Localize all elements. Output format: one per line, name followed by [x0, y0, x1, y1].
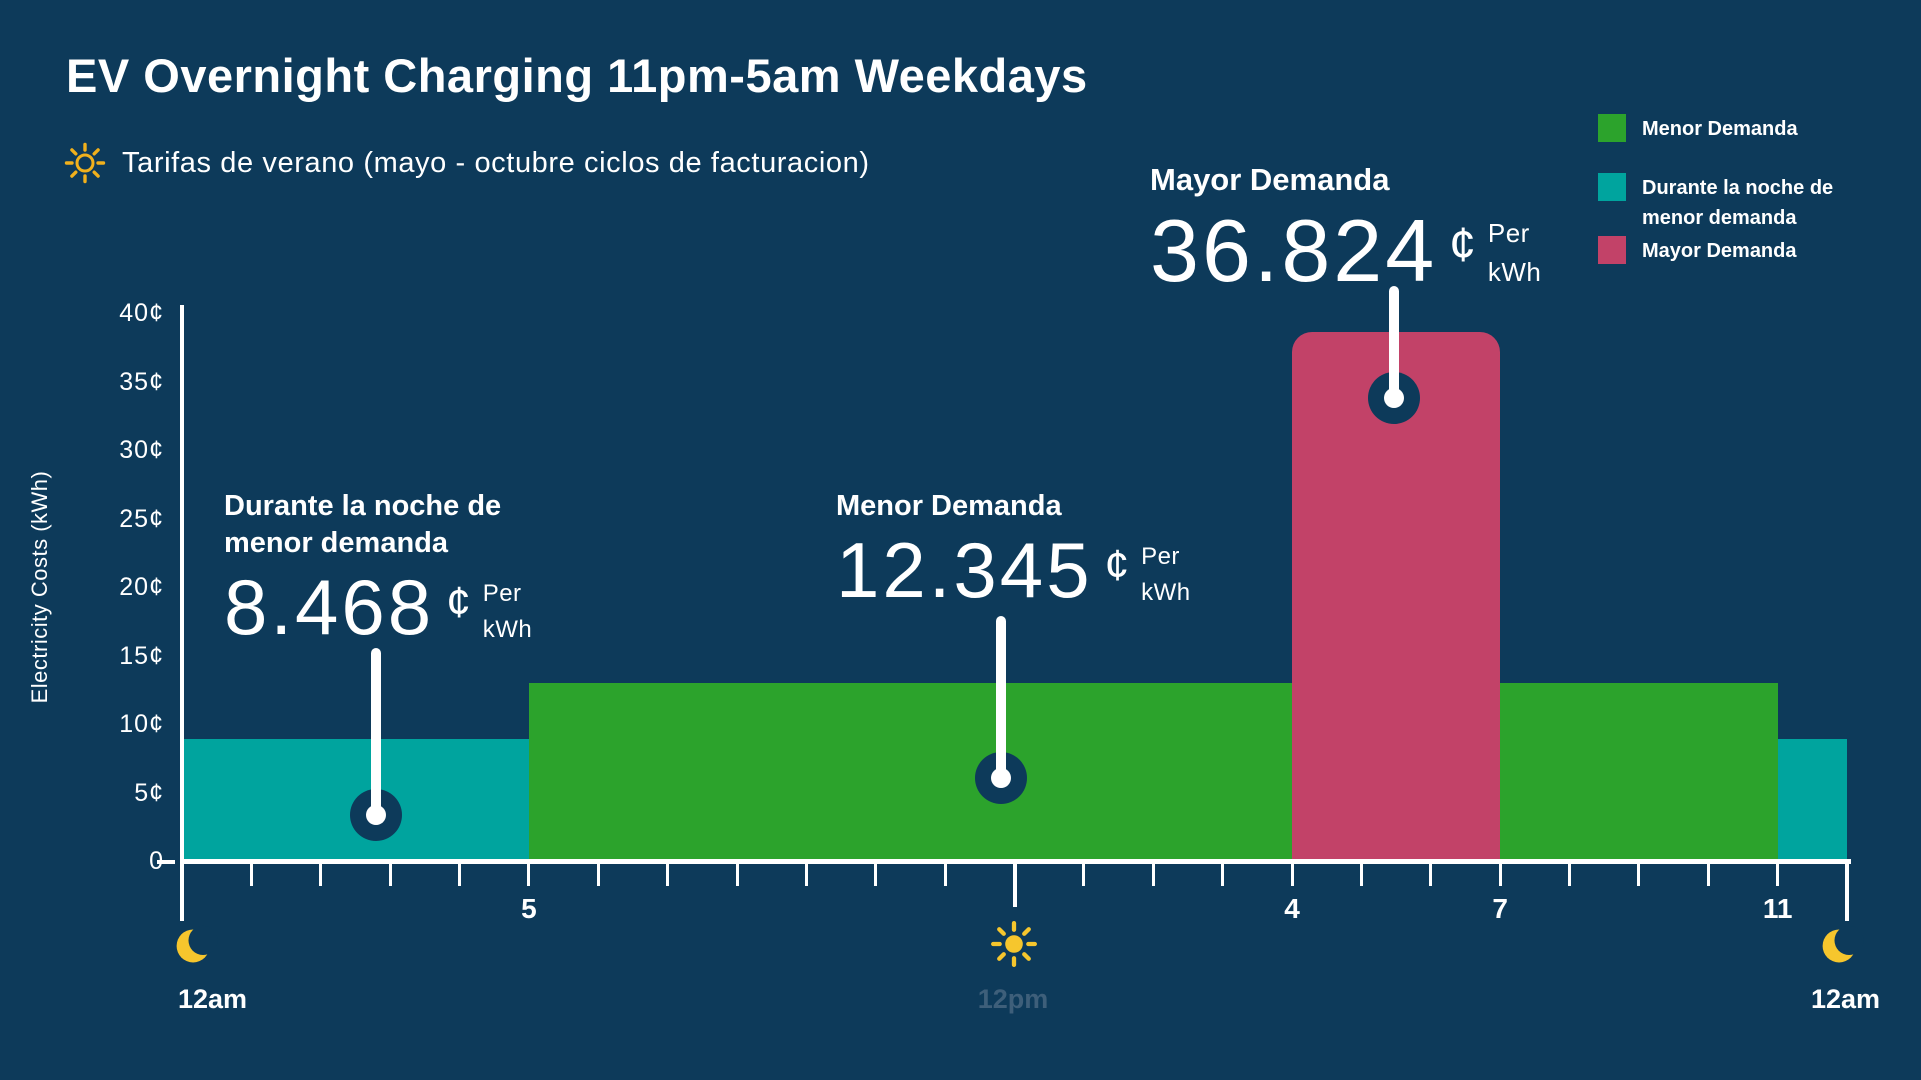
- callout-line-onpeak: [1389, 286, 1399, 398]
- x-tick-label-5: 5: [521, 893, 537, 924]
- y-tick-label-5¢: 5¢: [134, 778, 164, 807]
- rate-value: 12.345: [836, 526, 1093, 615]
- legend-swatch-pink: [1598, 236, 1626, 264]
- x-tick-hour-9: [804, 862, 808, 886]
- bar-segment-11pm-12am: [1777, 738, 1847, 862]
- x-tick-hour-13: [1082, 862, 1086, 886]
- callout-line-midpeak: [996, 616, 1006, 778]
- x-tick-hour-11: [943, 862, 947, 886]
- y-tick-label-20¢: 20¢: [119, 573, 164, 601]
- per-word: Per: [482, 580, 522, 608]
- legend-item-noche-menor-demanda: Durante la noche de menor demanda: [1598, 173, 1890, 233]
- annotation-heading: Durante la noche de menor demanda: [224, 490, 502, 560]
- moon-icon-right: [1822, 925, 1864, 963]
- legend-item-mayor-demanda: Mayor Demanda: [1598, 236, 1797, 266]
- legend-label: Mayor Demanda: [1642, 240, 1797, 262]
- y-axis-title: Electricity Costs (kWh): [27, 470, 52, 704]
- annotation-midpeak: Menor Demanda 12.345 ¢ Per kWh: [836, 488, 1216, 611]
- x-tick-label-7: 7: [1492, 893, 1508, 924]
- x-tick-hour-5: [527, 862, 531, 886]
- y-tick-label-0: 0: [149, 847, 164, 875]
- x-tick-hour-10: [874, 862, 878, 886]
- summer-sun-outline-icon: [64, 142, 106, 184]
- x-tick-hour-23: [1776, 862, 1780, 886]
- y-tick-label-25¢: 25¢: [119, 504, 164, 533]
- time-marker-12pm: 12pm: [977, 984, 1049, 1014]
- y-tick-label-15¢: 15¢: [119, 641, 164, 670]
- per-word: Per: [1487, 217, 1530, 248]
- x-tick-label-4: 4: [1284, 893, 1300, 924]
- x-tick-hour-18: [1429, 862, 1433, 886]
- legend-label: Durante la noche de menor demanda: [1642, 177, 1834, 229]
- annotation-heading: Menor Demanda: [836, 490, 1062, 522]
- x-tick-hour-19: [1498, 862, 1502, 886]
- time-marker-12am-left: 12am: [178, 984, 248, 1014]
- subtitle-row: Tarifas de verano (mayo - octubre ciclos…: [64, 142, 870, 184]
- x-tick-hour-3: [388, 862, 392, 886]
- y-tick-label-35¢: 35¢: [119, 367, 164, 396]
- legend-swatch-green: [1598, 114, 1626, 142]
- callout-dot-core: [991, 768, 1011, 788]
- per-word: Per: [1141, 543, 1180, 571]
- x-tick-hour-24: [1845, 862, 1849, 921]
- callout-dot-core: [366, 805, 386, 825]
- legend-label: Menor Demanda: [1642, 118, 1798, 140]
- per-kwh-label: Per kWh: [483, 576, 533, 648]
- x-tick-hour-6: [596, 862, 600, 886]
- x-tick-hour-20: [1568, 862, 1571, 886]
- bar-segment-5am-4pm: [528, 682, 1292, 862]
- kwh-word: kWh: [482, 616, 533, 644]
- x-tick-hour-12: [1012, 862, 1017, 907]
- annotation-rate: 36.824 ¢ Per kWh: [1150, 200, 1570, 300]
- x-tick-hour-15: [1221, 862, 1225, 886]
- x-tick-hour-2: [319, 862, 323, 886]
- annotation-rate: 12.345 ¢ Per kWh: [836, 531, 1216, 611]
- x-tick-hour-16: [1290, 862, 1294, 886]
- per-kwh-label: Per kWh: [1141, 539, 1191, 611]
- y-axis-line: [180, 305, 184, 921]
- y-tick-label-30¢: 30¢: [119, 436, 164, 464]
- sun-icon-noon: [991, 921, 1037, 967]
- annotation-onpeak: Mayor Demanda 36.824 ¢ Per kWh: [1150, 160, 1570, 295]
- x-tick-hour-21: [1637, 862, 1641, 886]
- legend-item-menor-demanda: Menor Demanda: [1598, 114, 1798, 144]
- x-tick-hour-4: [458, 862, 461, 886]
- zero-tick: [157, 860, 175, 864]
- x-tick-hour-1: [249, 862, 253, 886]
- callout-dot-core: [1384, 388, 1404, 408]
- x-tick-hour-8: [735, 862, 739, 886]
- rate-value: 8.468: [224, 563, 435, 652]
- x-tick-hour-17: [1359, 862, 1363, 886]
- x-tick-hour-7: [666, 862, 670, 886]
- x-axis-line: [180, 859, 1851, 864]
- callout-line-offpeak: [371, 648, 381, 815]
- y-tick-label-40¢: 40¢: [119, 299, 164, 327]
- cent-sign: ¢: [1104, 541, 1130, 591]
- annotation-heading: Mayor Demanda: [1150, 162, 1390, 197]
- x-tick-hour-22: [1706, 862, 1710, 886]
- time-marker-12am-right: 12am: [1810, 984, 1880, 1014]
- kwh-word: kWh: [1487, 256, 1542, 287]
- bar-segment-7pm-11pm: [1500, 682, 1778, 862]
- y-tick-label-10¢: 10¢: [119, 710, 164, 738]
- kwh-word: kWh: [1141, 579, 1191, 607]
- annotation-rate: 8.468 ¢ Per kWh: [224, 568, 584, 648]
- cent-sign: ¢: [1449, 218, 1476, 272]
- moon-icon-left: [176, 925, 218, 963]
- annotation-overnight-offpeak: Durante la noche de menor demanda 8.468 …: [224, 488, 584, 648]
- page-title: EV Overnight Charging 11pm-5am Weekdays: [66, 49, 1088, 102]
- rate-value: 36.824: [1150, 200, 1438, 300]
- legend-swatch-teal: [1598, 173, 1626, 201]
- per-kwh-label: Per kWh: [1488, 214, 1542, 292]
- cent-sign: ¢: [446, 578, 471, 628]
- page-subtitle: Tarifas de verano (mayo - octubre ciclos…: [122, 146, 870, 179]
- x-tick-label-11: 11: [1762, 893, 1793, 924]
- x-tick-hour-14: [1151, 862, 1155, 886]
